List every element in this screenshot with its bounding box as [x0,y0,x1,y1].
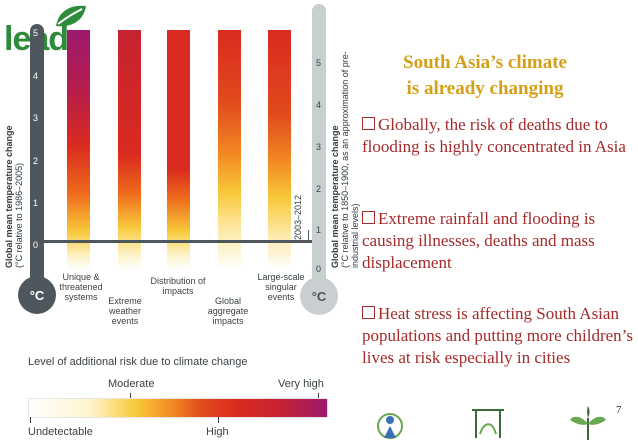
slide-title-line2: is already changing [406,78,564,99]
pergola-icon [472,409,504,438]
bullet-2-text: Extreme rainfall and flooding is causing… [362,209,596,272]
risk-scale-label-moderate: Moderate [108,378,155,390]
risk-scale-tick-undetectable [30,417,31,423]
risk-diagram: Global mean temperature change (°C relat… [4,4,360,438]
checkbox-bullet-icon [362,211,375,224]
period-label: 2003–2012 [293,194,303,240]
right-tick: 0 [316,264,322,274]
column-label: Distribution of impacts [150,276,206,296]
left-tick: 5 [33,28,39,38]
column-label: Global aggregate impacts [207,296,249,326]
left-tick: 1 [33,198,39,208]
column-label: Unique & threatened systems [59,272,103,302]
left-tick: 2 [33,156,39,166]
checkbox-bullet-icon [362,117,375,130]
bullet-1: Globally, the risk of deaths due to floo… [362,114,634,158]
right-thermometer [312,4,326,290]
right-tick: 1 [316,225,322,235]
right-tick: 3 [316,142,322,152]
person-in-circle-icon [377,413,403,439]
right-tick: 2 [316,184,322,194]
left-tick: 0 [33,240,39,250]
left-axis-title-bold: Global mean temperature change [4,125,14,268]
bullet-3-text: Heat stress is affecting South Asian pop… [362,304,634,367]
left-axis-title: Global mean temperature change (°C relat… [4,125,24,268]
risk-scale-label-undetectable: Undetectable [28,426,93,438]
risk-scale-title: Level of additional risk due to climate … [28,356,248,368]
slide-title: South Asia’s climate is already changing [350,50,620,102]
checkbox-bullet-icon [362,306,375,319]
bullet-1-text: Globally, the risk of deaths due to floo… [362,115,626,156]
column-label: Large-scale singular events [257,272,305,302]
left-thermometer [30,24,44,286]
right-axis-title-bold: Global mean temperature change [330,125,340,268]
left-tick: 4 [33,71,39,81]
risk-scale-bar [28,398,328,418]
risk-column-large-scale [268,30,291,270]
right-thermometer-bulb: °C [300,277,338,315]
leaf-plant-icon [570,406,606,440]
page-number: 7 [616,404,622,416]
risk-scale-tick-moderate [130,393,131,398]
left-thermometer-bulb: °C [18,276,56,314]
slide-title-line1: South Asia’s climate [403,52,567,73]
bullet-3: Heat stress is affecting South Asian pop… [362,303,634,369]
column-label: Extreme weather events [108,296,142,326]
right-tick: 5 [316,58,322,68]
risk-column-global-aggregate [218,30,241,270]
period-marker-line [308,230,309,242]
reference-line [38,240,320,243]
bullet-2: Extreme rainfall and flooding is causing… [362,208,634,274]
risk-scale-tick-high [218,417,219,423]
left-axis-title-note: (°C relative to 1986–2005) [14,162,24,268]
left-tick: 3 [33,113,39,123]
risk-column-distribution [167,30,190,270]
logo-leaf-icon [56,5,86,27]
right-tick: 4 [316,100,322,110]
risk-scale-label-high: High [206,426,229,438]
risk-scale-tick-very-high [318,393,319,398]
risk-column-extreme-weather [118,30,141,270]
risk-column-unique-systems [67,30,90,270]
risk-scale-label-very-high: Very high [278,378,324,390]
